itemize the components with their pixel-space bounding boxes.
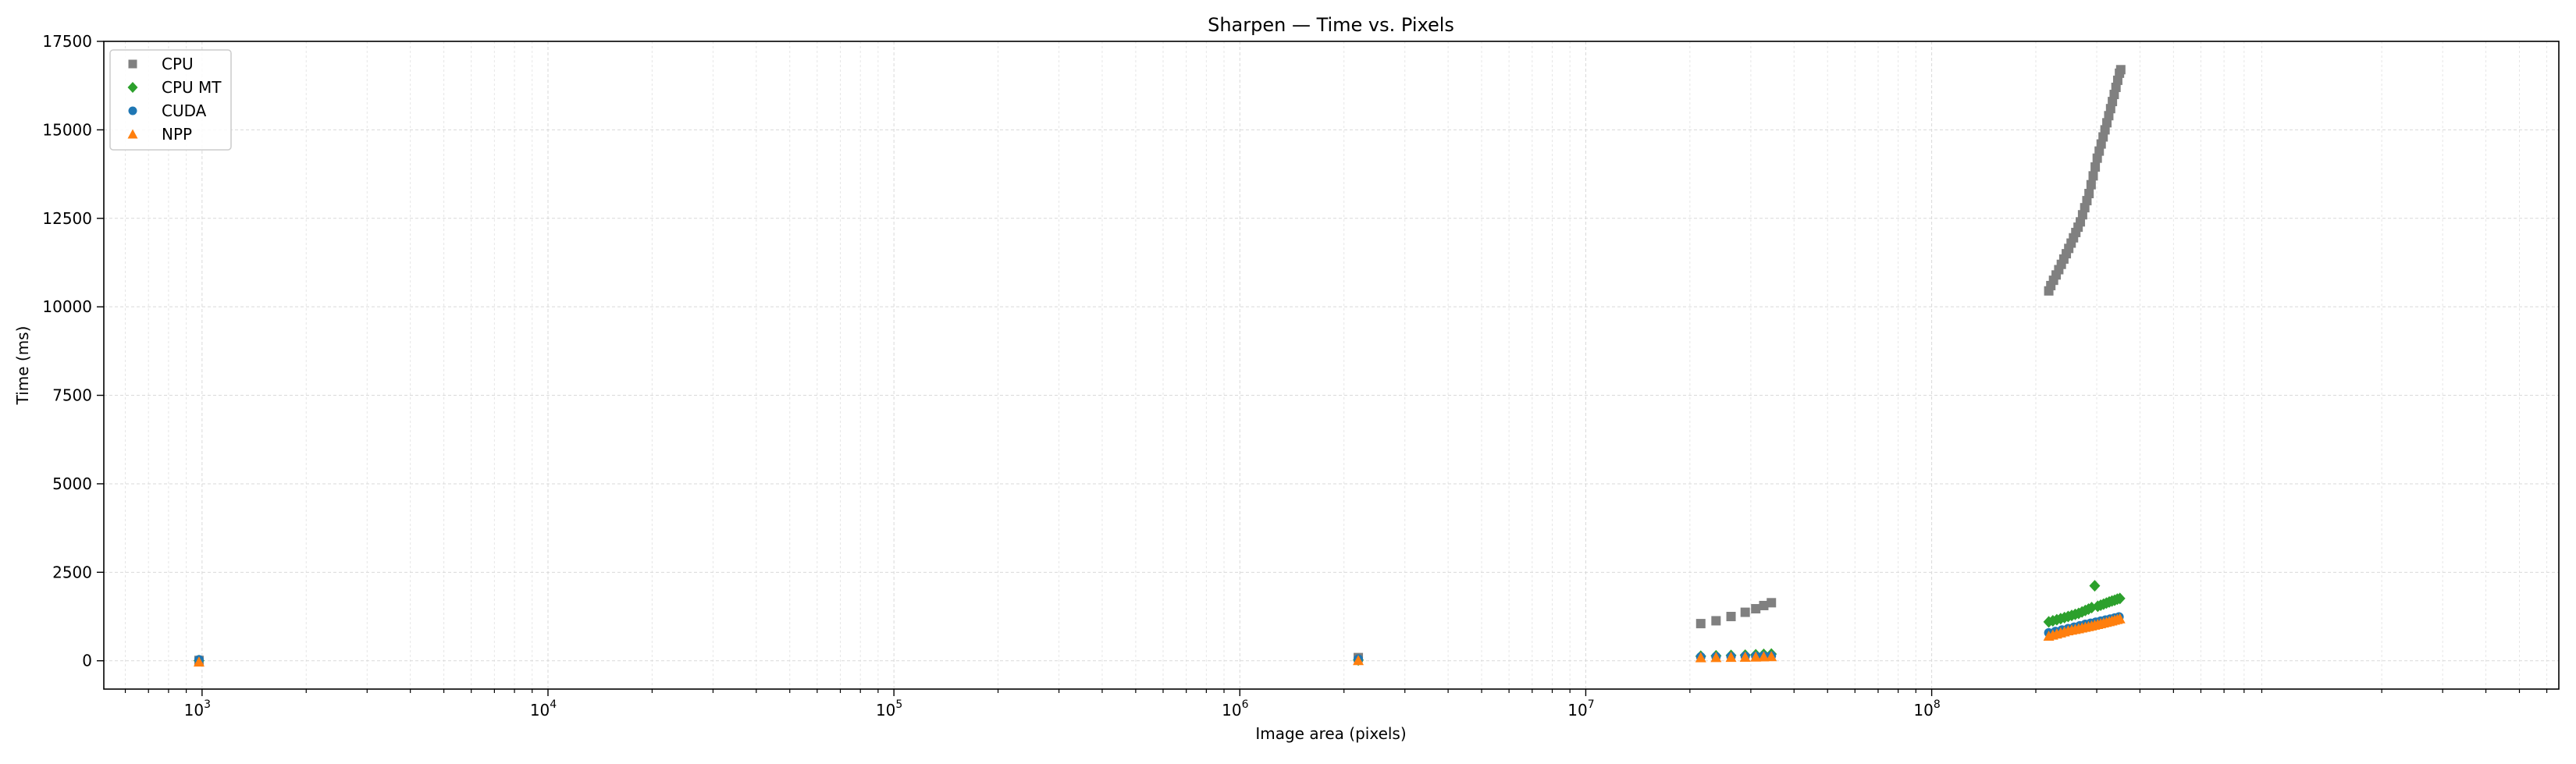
legend-label: CPU [162,55,194,73]
series-cpu [194,65,2126,666]
data-point [1725,652,1737,663]
data-point [2080,203,2090,213]
legend-label: CPU MT [162,78,222,97]
y-tick-label: 5000 [52,474,92,493]
data-point [1739,651,1751,662]
chart-title: Sharpen — Time vs. Pixels [1208,14,1454,36]
legend-marker [127,82,138,93]
data-point [193,656,205,667]
data-point [1711,616,1721,626]
data-point [2094,146,2105,156]
y-tick-label: 2500 [52,563,92,581]
data-point [2089,580,2101,592]
data-point [1695,619,1706,629]
x-tick-label: 105 [876,698,902,720]
data-point [2098,132,2108,142]
data-point [2102,118,2112,128]
data-point [2114,592,2126,605]
x-tick-label: 103 [184,698,211,720]
data-point [2114,613,2126,624]
data-point [2077,210,2087,220]
y-axis-ticks: 0 2500 5000 7500 10000 12500 15000 17500 [42,32,104,670]
data-point [1751,604,1761,614]
data-point [2115,65,2126,75]
legend-label: NPP [162,125,192,144]
data-point [2100,125,2110,135]
major-grid [104,41,2559,689]
x-tick-label: 108 [1913,698,1940,720]
data-point [1695,652,1706,663]
y-tick-label: 7500 [52,386,92,405]
y-tick-label: 0 [82,652,92,670]
data-point [2092,153,2102,163]
data-point [2112,75,2122,85]
y-tick-label: 12500 [42,209,92,228]
legend-frame [109,49,232,151]
data-point [2104,111,2114,121]
legend-label: CUDA [162,101,207,120]
data-point [2111,82,2121,92]
x-axis-ticks: 103 104 105 106 107 108 [124,689,2548,720]
data-point [1766,651,1777,662]
data-point [2108,97,2118,107]
data-point [2105,104,2115,114]
y-axis-label: Time (ms) [13,326,32,406]
plot-frame [103,41,2560,690]
x-axis-label: Image area (pixels) [1255,724,1406,743]
y-tick-label: 17500 [42,32,92,51]
data-point [1710,652,1722,663]
data-point [2086,179,2096,190]
data-point [1767,598,1777,608]
legend-marker [127,129,138,139]
data-point [1740,607,1750,617]
x-tick-label: 107 [1567,698,1594,720]
data-point [2090,162,2101,172]
data-point [2096,139,2106,149]
x-tick-label: 104 [530,698,557,720]
series-npp [193,613,2126,667]
y-tick-label: 10000 [42,297,92,316]
minor-grid [125,41,2548,689]
y-tick-label: 15000 [42,120,92,139]
data-point [1758,651,1770,662]
data-points [193,65,2126,667]
data-point [1750,651,1762,662]
x-tick-label: 106 [1222,698,1248,720]
legend-marker [128,59,137,69]
data-point [1353,655,1364,666]
data-point [2076,217,2086,227]
legend-marker [128,106,137,115]
data-point [2088,171,2098,181]
data-point [1726,612,1736,622]
legend: CPU CPU MT CUDA NPP [109,49,232,151]
data-point [2109,90,2119,100]
data-point [2082,196,2092,206]
data-point [1759,600,1769,610]
data-point [2084,189,2094,199]
